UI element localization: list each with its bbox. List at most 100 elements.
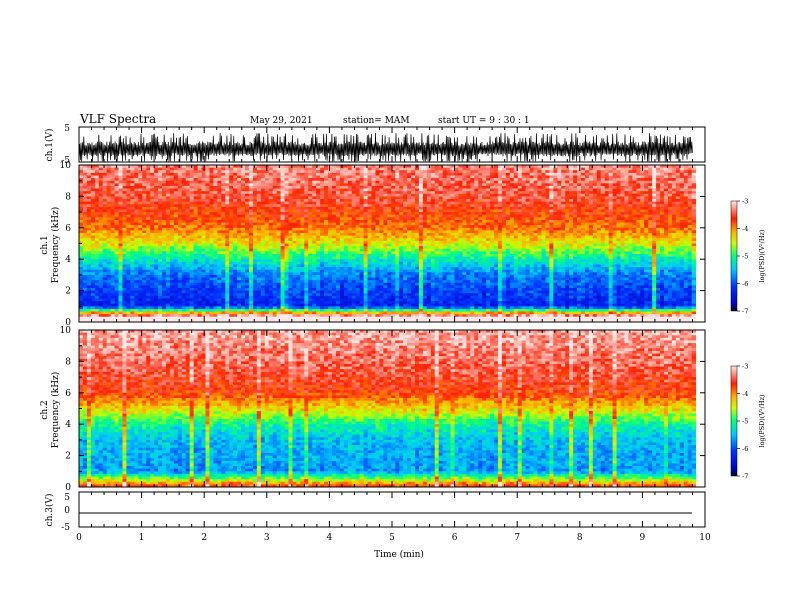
- spectrogram-cell: [177, 188, 183, 192]
- spectrogram-cell: [213, 201, 218, 205]
- spectrogram-cell: [328, 199, 333, 203]
- spectrogram-cell: [284, 172, 289, 176]
- spectrogram-cell: [205, 217, 210, 221]
- spectrogram-cell: [588, 185, 594, 189]
- spectrogram-cell: [86, 209, 92, 213]
- spectrogram-cell: [383, 206, 388, 210]
- spectrogram-cell: [173, 227, 179, 231]
- spectrogram-cell: [252, 183, 258, 187]
- spectrogram-cell: [173, 212, 179, 216]
- spectrogram-cell: [82, 225, 88, 229]
- spectrogram-cell: [494, 233, 499, 237]
- spectrogram-cell: [553, 178, 558, 182]
- spectrogram-cell: [331, 178, 337, 182]
- spectrogram-cell: [312, 178, 317, 182]
- spectrogram-cell: [359, 225, 364, 229]
- spectrogram-cell: [126, 172, 131, 176]
- spectrogram-cell: [312, 235, 317, 239]
- spectrogram-cell: [624, 204, 629, 208]
- spectrogram-cell: [347, 235, 353, 239]
- spectrogram-cell: [584, 217, 590, 221]
- spectrogram-cell: [683, 183, 689, 187]
- spectrogram-cell: [640, 225, 645, 229]
- spectrogram-cell: [450, 191, 455, 195]
- spectrogram-cell: [569, 214, 574, 218]
- spectrogram-cell: [549, 170, 554, 174]
- ch1-waveform-trace: [78, 132, 693, 162]
- spectrogram-cell: [146, 222, 151, 226]
- spectrogram-cell: [142, 170, 147, 174]
- spectrogram-cell: [86, 230, 92, 234]
- spectrogram-cell: [414, 219, 420, 223]
- spectrogram-cell: [252, 165, 258, 169]
- spectrogram-cell: [126, 227, 131, 231]
- spectrogram-cell: [648, 217, 653, 221]
- spectrogram-cell: [225, 170, 230, 174]
- spectrogram-cell: [612, 212, 617, 216]
- spectrogram-cell: [90, 201, 96, 205]
- spectrogram-cell: [82, 222, 88, 226]
- spectrogram-cell: [335, 206, 341, 210]
- spectrogram-cell: [466, 238, 471, 242]
- spectrogram-cell: [494, 222, 499, 226]
- spectrogram-cell: [367, 185, 372, 189]
- spectrogram-cell: [462, 180, 467, 184]
- spectrogram-cell: [324, 219, 329, 223]
- spectrogram-cell: [114, 191, 119, 195]
- spectrogram-cell: [403, 185, 408, 189]
- spectrogram-cell: [90, 172, 96, 176]
- spectrogram-cell: [422, 225, 428, 229]
- spectrogram-cell: [308, 204, 313, 208]
- spectrogram-cell: [446, 246, 451, 250]
- spectrogram-cell: [225, 209, 230, 213]
- spectrogram-cell: [324, 191, 329, 195]
- spectrogram-cell: [501, 165, 507, 169]
- spectrogram-cell: [264, 219, 270, 223]
- spectrogram-cell: [241, 240, 246, 244]
- spectrogram-cell: [616, 217, 621, 221]
- spectrogram-cell: [418, 170, 424, 174]
- spectrogram-cell: [363, 225, 368, 229]
- spectrogram-cell: [557, 183, 562, 187]
- spectrogram-cell: [600, 206, 606, 210]
- spectrogram-cell: [292, 199, 297, 203]
- spectrogram-cell: [403, 238, 408, 242]
- spectrogram-cell: [482, 238, 487, 242]
- spectrogram-cell: [628, 225, 633, 229]
- spectrogram-cell: [561, 183, 566, 187]
- spectrogram-cell: [102, 172, 108, 176]
- spectrogram-cell: [557, 199, 562, 203]
- spectrogram-cell: [118, 214, 123, 218]
- spectrogram-cell: [193, 235, 198, 239]
- spectrogram-cell: [403, 183, 408, 187]
- spectrogram-cell: [580, 188, 586, 192]
- spectrogram-cell: [256, 230, 262, 234]
- spectrogram-cell: [229, 227, 234, 231]
- spectrogram-cell: [173, 230, 179, 234]
- spectrogram-cell: [193, 180, 198, 184]
- spectrogram-cell: [470, 201, 475, 205]
- spectrogram-cell: [367, 201, 372, 205]
- spectrogram-cell: [102, 214, 108, 218]
- spectrogram-cell: [185, 191, 191, 195]
- spectrogram-cell: [351, 209, 357, 213]
- spectrogram-cell: [541, 222, 546, 226]
- spectrogram-cell: [660, 191, 665, 195]
- spectrogram-cell: [280, 206, 285, 210]
- spectrogram-cell: [395, 209, 400, 213]
- spectrogram-cell: [245, 243, 250, 247]
- spectrogram-cell: [252, 167, 258, 171]
- spectrogram-cell: [110, 246, 115, 250]
- spectrogram-cell: [241, 235, 246, 239]
- spectrogram-cell: [458, 230, 463, 234]
- spectrogram-cell: [245, 222, 250, 226]
- spectrogram-cell: [197, 188, 202, 192]
- spectrogram-cell: [407, 170, 412, 174]
- spectrogram-cell: [395, 201, 400, 205]
- spectrogram-cell: [150, 206, 155, 210]
- spectrogram-cell: [233, 183, 238, 187]
- spectrogram-cell: [426, 212, 432, 216]
- spectrogram-cell: [660, 214, 665, 218]
- spectrogram-cell: [442, 188, 447, 192]
- spectrogram-cell: [391, 191, 396, 195]
